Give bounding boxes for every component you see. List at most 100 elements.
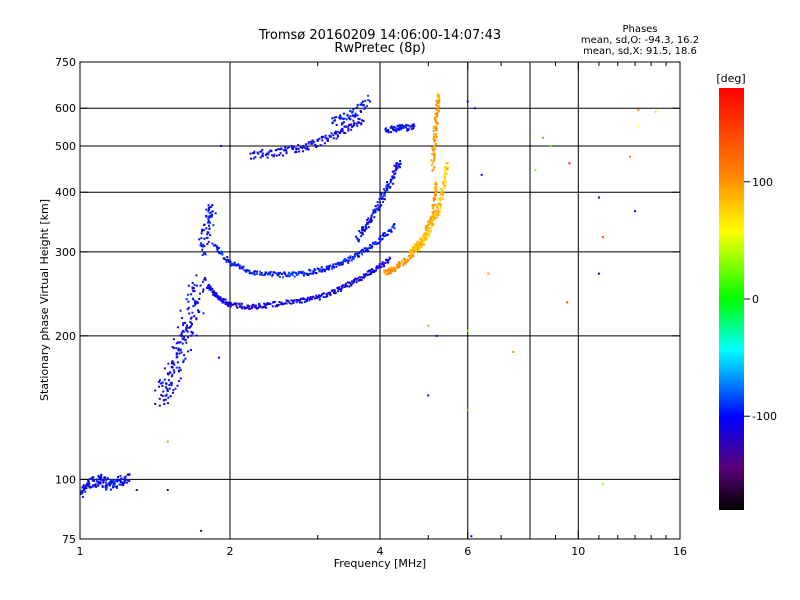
trace-point — [438, 96, 441, 99]
trace-point — [362, 104, 365, 107]
trace-point — [369, 272, 372, 275]
trace-point — [257, 307, 260, 310]
trace-point — [285, 302, 288, 305]
trace-point — [431, 146, 434, 149]
trace-point — [212, 293, 215, 296]
trace-point — [227, 302, 230, 305]
trace-point — [436, 209, 439, 212]
trace-point — [326, 294, 329, 297]
trace-point — [283, 302, 286, 305]
trace-point — [327, 291, 330, 294]
trace-point — [119, 479, 122, 482]
trace-point — [340, 129, 343, 132]
trace-point — [441, 197, 444, 200]
trace-point — [358, 118, 361, 121]
trace-point — [220, 299, 223, 302]
trace-point — [175, 352, 178, 355]
colorbar-tick-label: -100 — [752, 410, 777, 423]
trace-point — [382, 263, 385, 266]
trace-point — [242, 265, 245, 268]
trace-point — [445, 167, 448, 170]
trace-point — [437, 94, 440, 97]
trace-point — [392, 175, 395, 178]
trace-point — [359, 250, 362, 253]
scatter-point — [597, 272, 600, 275]
trace-point — [123, 480, 126, 483]
trace-point — [80, 490, 83, 493]
trace-point — [385, 273, 388, 276]
trace-point — [303, 300, 306, 303]
trace-point — [375, 208, 378, 211]
trace-point — [251, 152, 254, 155]
trace-point — [335, 137, 338, 140]
trace-point — [380, 262, 383, 265]
trace-point — [105, 488, 108, 491]
x-axis-label: Frequency [MHz] — [334, 557, 426, 570]
trace-point — [344, 283, 347, 286]
trace-point — [362, 273, 365, 276]
trace-point — [311, 272, 314, 275]
trace-point — [385, 258, 388, 261]
scatter-point — [601, 236, 604, 239]
trace-point — [291, 271, 294, 274]
trace-point — [367, 269, 370, 272]
trace-point — [283, 149, 286, 152]
trace-point — [352, 108, 355, 111]
trace-point — [177, 341, 180, 344]
trace-point — [366, 273, 369, 276]
trace-point — [348, 259, 351, 262]
trace-point — [360, 110, 363, 113]
trace-point — [271, 275, 274, 278]
y-tick-label: 100 — [55, 473, 76, 486]
trace-point — [389, 181, 392, 184]
trace-point — [321, 293, 324, 296]
trace-point — [109, 481, 112, 484]
trace-point — [207, 215, 210, 218]
trace-point — [223, 258, 226, 261]
trace-point — [431, 207, 434, 210]
trace-point — [207, 204, 210, 207]
trace-point — [216, 250, 219, 253]
trace-point — [182, 330, 185, 333]
trace-point — [446, 162, 449, 165]
trace-point — [441, 190, 444, 193]
trace-point — [166, 390, 169, 393]
trace-point — [248, 272, 251, 275]
trace-point — [334, 263, 337, 266]
trace-point — [432, 211, 435, 214]
trace-point — [359, 103, 362, 106]
trace-point — [298, 271, 301, 274]
trace-point — [185, 328, 188, 331]
trace-point — [398, 128, 401, 131]
trace-point — [163, 403, 166, 406]
trace-point — [421, 240, 424, 243]
trace-point — [206, 231, 209, 234]
trace-point — [203, 245, 206, 248]
trace-point — [416, 248, 419, 251]
trace-point — [431, 169, 434, 172]
trace-point — [392, 224, 395, 227]
trace-point — [339, 117, 342, 120]
trace-point — [271, 305, 274, 308]
trace-point — [207, 224, 210, 227]
trace-point — [201, 230, 204, 233]
trace-point — [367, 94, 370, 97]
trace-point — [340, 122, 343, 125]
trace-point — [332, 137, 335, 140]
trace-point — [351, 255, 354, 258]
trace-point — [178, 380, 181, 383]
trace-point — [260, 150, 263, 153]
trace-point — [352, 257, 355, 260]
trace-point — [435, 127, 438, 130]
trace-point — [206, 221, 209, 224]
trace-point — [337, 287, 340, 290]
trace-point — [425, 224, 428, 227]
trace-point — [375, 269, 378, 272]
trace-point — [157, 380, 160, 383]
trace-point — [209, 285, 212, 288]
trace-point — [320, 136, 323, 139]
chart-subtitle: RwPretec (8p) — [334, 41, 425, 56]
trace-point — [200, 245, 203, 248]
trace-point — [180, 335, 183, 338]
trace-point — [199, 242, 202, 245]
